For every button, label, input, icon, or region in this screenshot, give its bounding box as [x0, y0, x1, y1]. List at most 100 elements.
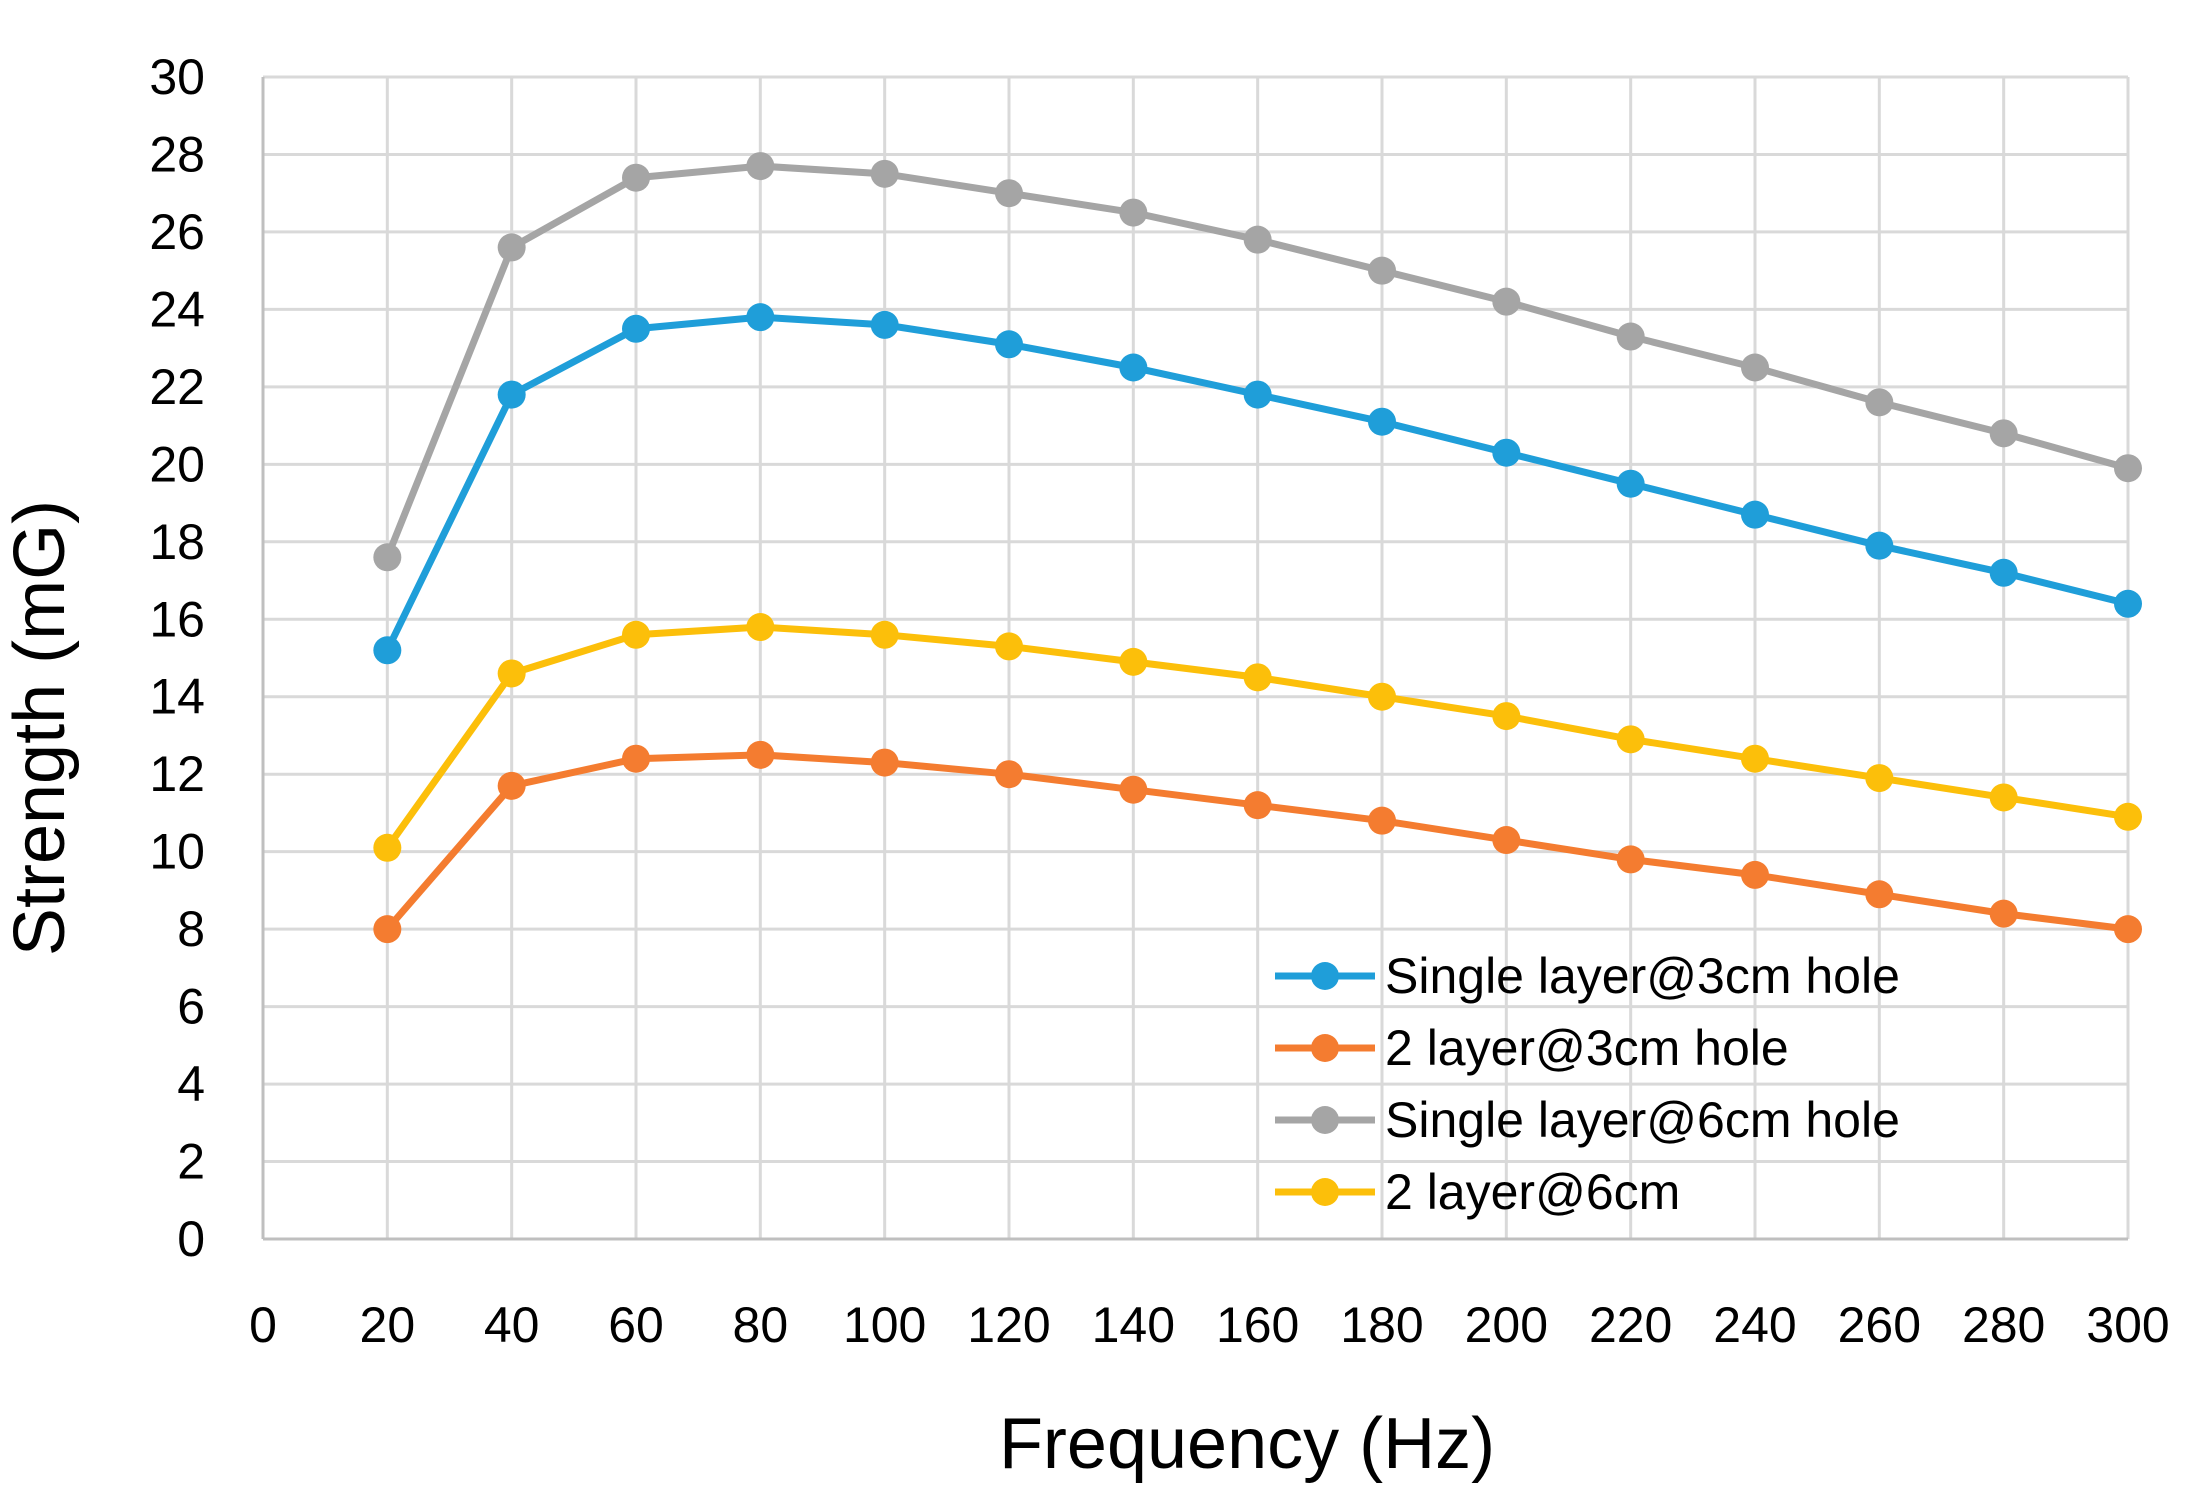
data-point [1492, 702, 1521, 731]
legend-swatch-marker [1311, 1034, 1339, 1062]
x-tick-label: 260 [1838, 1297, 1921, 1353]
data-point [622, 620, 650, 649]
data-point [2114, 454, 2142, 483]
data-point [1741, 500, 1769, 529]
x-tick-label: 200 [1465, 1297, 1548, 1353]
legend-item: 2 layer@3cm hole [1275, 1020, 1789, 1076]
y-axis-title: Strength (mG) [0, 500, 80, 956]
data-point [1741, 744, 1769, 773]
data-point [1243, 663, 1272, 692]
data-point [1119, 775, 1148, 804]
legend-swatch-marker [1311, 1178, 1339, 1206]
legend-item: Single layer@3cm hole [1275, 948, 1900, 1004]
legend-label: 2 layer@6cm [1385, 1164, 1680, 1220]
legend-swatch-marker [1311, 1106, 1339, 1134]
y-tick-label: 26 [149, 204, 205, 260]
series-group [373, 152, 2142, 944]
data-point [1243, 791, 1272, 820]
data-point [1368, 806, 1396, 835]
data-point [995, 179, 1023, 208]
data-point [497, 659, 526, 688]
data-point [1616, 845, 1645, 874]
data-point [1989, 899, 2018, 928]
legend-item: 2 layer@6cm [1275, 1164, 1680, 1220]
data-point [1616, 469, 1645, 498]
x-tick-label: 40 [484, 1297, 540, 1353]
data-point [1989, 419, 2018, 448]
x-tick-labels: 0 20 40 60 80 100 120 140 160 180 200 220 240 260 280 3… [249, 1297, 2170, 1353]
data-point [1865, 531, 1894, 560]
data-point [373, 833, 402, 862]
data-point [1243, 380, 1272, 409]
series-1 [373, 303, 2142, 665]
data-point [1865, 764, 1894, 793]
y-tick-label: 22 [149, 359, 205, 415]
data-point [1119, 647, 1148, 676]
data-point [746, 152, 775, 181]
data-point [373, 543, 402, 572]
data-point [1989, 558, 2018, 587]
x-tick-label: 120 [967, 1297, 1050, 1353]
y-tick-label: 4 [177, 1056, 205, 1112]
x-tick-label: 0 [249, 1297, 277, 1353]
data-point [622, 314, 650, 343]
y-tick-label: 12 [149, 746, 205, 802]
data-point [2114, 802, 2142, 831]
data-point [1616, 322, 1645, 351]
legend-label: 2 layer@3cm hole [1385, 1020, 1789, 1076]
data-point [1368, 256, 1396, 285]
x-tick-label: 80 [733, 1297, 789, 1353]
series-4 [373, 613, 2142, 862]
data-point [870, 310, 899, 339]
x-tick-label: 280 [1962, 1297, 2045, 1353]
legend-label: Single layer@6cm hole [1385, 1092, 1900, 1148]
data-point [746, 613, 775, 642]
data-point [870, 159, 899, 188]
data-point [1492, 438, 1521, 467]
data-point [1119, 198, 1148, 227]
data-point [622, 163, 650, 192]
data-point [995, 330, 1023, 359]
data-point [497, 771, 526, 800]
x-tick-label: 60 [608, 1297, 664, 1353]
legend-label: Single layer@3cm hole [1385, 948, 1900, 1004]
data-point [1243, 225, 1272, 254]
data-point [373, 915, 402, 944]
data-point [746, 303, 775, 332]
x-tick-label: 180 [1340, 1297, 1423, 1353]
y-tick-label: 0 [177, 1211, 205, 1267]
y-tick-label: 6 [177, 979, 205, 1035]
x-axis-title: Frequency (Hz) [999, 1404, 1495, 1484]
x-tick-label: 20 [360, 1297, 416, 1353]
data-point [746, 740, 775, 769]
data-point [2114, 589, 2142, 618]
data-point [1741, 860, 1769, 889]
y-tick-label: 30 [149, 49, 205, 105]
data-point [1741, 353, 1769, 382]
data-point [995, 632, 1023, 661]
x-tick-label: 300 [2086, 1297, 2169, 1353]
legend-swatch-marker [1311, 962, 1339, 990]
y-tick-label: 14 [149, 669, 205, 725]
y-tick-label: 18 [149, 514, 205, 570]
data-point [1865, 388, 1894, 417]
data-point [373, 636, 402, 665]
axes [261, 77, 2128, 1241]
y-tick-label: 24 [149, 281, 205, 337]
data-point [870, 748, 899, 777]
data-point [870, 620, 899, 649]
y-tick-label: 8 [177, 901, 205, 957]
data-point [622, 744, 650, 773]
series-3 [373, 152, 2142, 572]
data-point [497, 233, 526, 262]
data-point [1368, 682, 1396, 711]
data-point [1989, 783, 2018, 812]
series-2 [373, 740, 2142, 944]
y-tick-label: 2 [177, 1134, 205, 1190]
x-tick-label: 160 [1216, 1297, 1299, 1353]
x-tick-label: 240 [1713, 1297, 1796, 1353]
grid-lines [263, 75, 2130, 1239]
data-point [1492, 826, 1521, 855]
